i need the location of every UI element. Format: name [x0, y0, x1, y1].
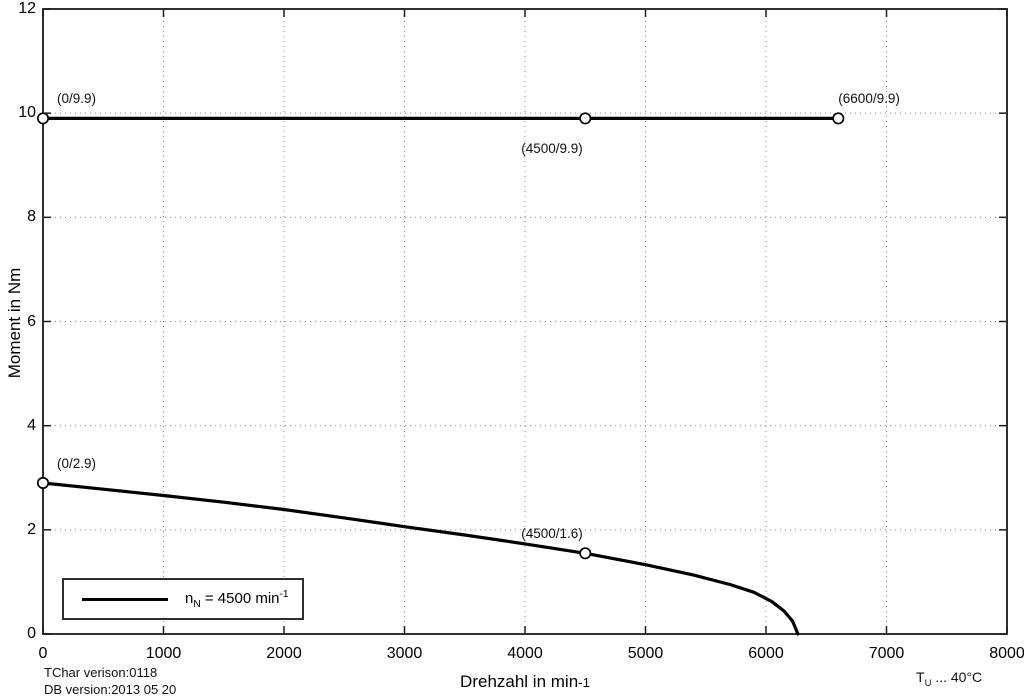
ambient-temperature-note: TU ... 40°C [916, 669, 982, 689]
axes-box [42, 8, 1008, 635]
x-axis-label-exponent: -1 [578, 675, 590, 690]
x-tick-label: 4000 [507, 645, 543, 662]
tchar-version-text: TChar verison:0118 [44, 665, 158, 680]
x-tick-label: 2000 [266, 645, 302, 662]
y-axis-label: Moment in Nm [5, 267, 24, 379]
x-axis-label: Drehzahl in min-1 [325, 672, 725, 692]
y-tick-label: 2 [27, 520, 36, 538]
y-tick-label: 4 [27, 416, 36, 434]
y-tick-label: 12 [18, 0, 36, 17]
data-point-marker [36, 476, 50, 490]
point-annotation: (0/2.9) [57, 455, 97, 471]
data-point-marker [36, 112, 50, 125]
point-annotation: (4500/9.9) [521, 141, 583, 157]
data-point-marker [579, 547, 592, 560]
x-tick-label: 8000 [989, 645, 1024, 662]
point-annotation: (6600/9.9) [838, 91, 900, 107]
legend-line-sample [82, 597, 168, 601]
y-tick-label: 0 [27, 625, 36, 642]
legend: nN = 4500 min-1 [62, 578, 304, 620]
temp-symbol-subscript: U [924, 677, 932, 689]
legend-entry-label: nN = 4500 min-1 [185, 589, 289, 610]
x-tick-label: 3000 [386, 645, 423, 662]
version-footer: TChar verison:0118 DB version:2013 05 20 [44, 664, 176, 698]
x-tick-label: 7000 [868, 645, 905, 662]
y-tick-label: 10 [18, 104, 36, 122]
x-tick-label: 0 [38, 645, 48, 662]
point-annotation: (4500/1.6) [521, 526, 583, 542]
legend-label-subscript: N [193, 598, 201, 610]
point-annotation: (0/9.9) [57, 91, 97, 107]
x-tick-label: 6000 [748, 645, 784, 662]
legend-label-symbol: n [185, 589, 194, 607]
legend-label-value: = 4500 min [200, 589, 280, 607]
y-tick-label: 8 [27, 208, 36, 226]
temp-value: ... 40°C [931, 669, 983, 685]
data-point-marker [832, 112, 845, 125]
x-axis-label-main: Drehzahl in min [460, 672, 579, 691]
temp-symbol: T [916, 669, 925, 685]
series-curve [41, 481, 800, 636]
db-version-text: DB version:2013 05 20 [44, 682, 177, 697]
legend-label-superscript: -1 [279, 588, 289, 600]
x-tick-label: 5000 [627, 645, 664, 662]
y-tick-label: 6 [27, 312, 36, 330]
data-point-marker [579, 112, 592, 125]
x-tick-label: 1000 [145, 645, 182, 662]
